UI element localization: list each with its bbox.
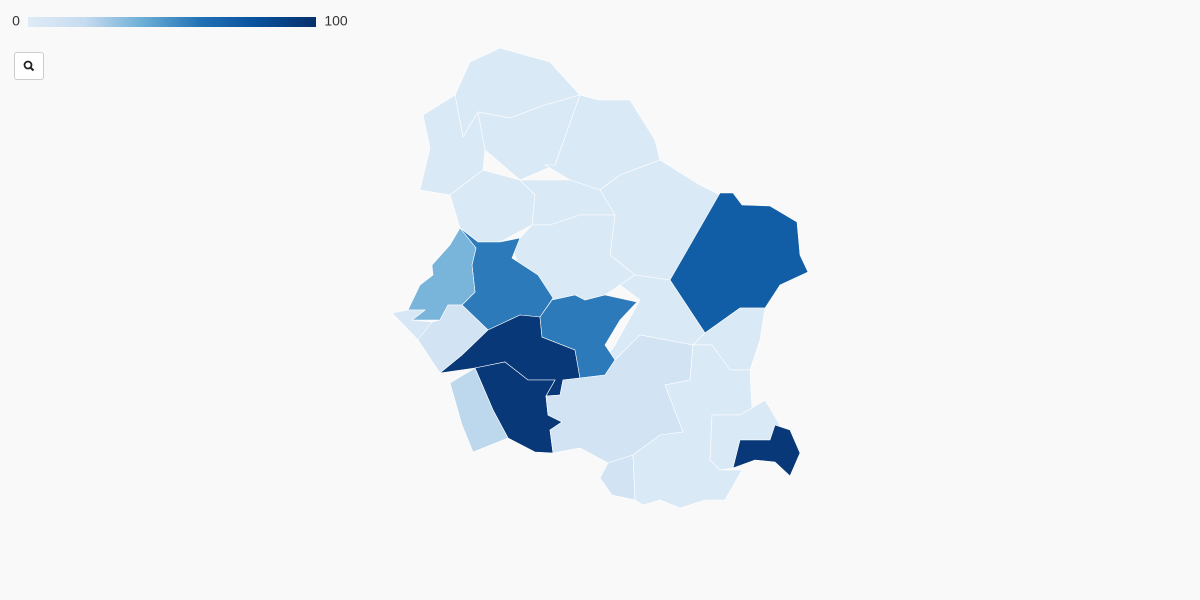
region[interactable]: [449, 367, 509, 453]
colorbar: [28, 17, 316, 27]
search-icon: [23, 60, 35, 72]
regions: [391, 47, 809, 509]
region[interactable]: [732, 424, 801, 477]
colorbar-tick-label: 0: [12, 13, 20, 29]
region[interactable]: [539, 294, 638, 379]
search-button[interactable]: [14, 52, 44, 80]
colorbar-tick-label: 100: [324, 13, 348, 29]
region[interactable]: [419, 94, 486, 196]
